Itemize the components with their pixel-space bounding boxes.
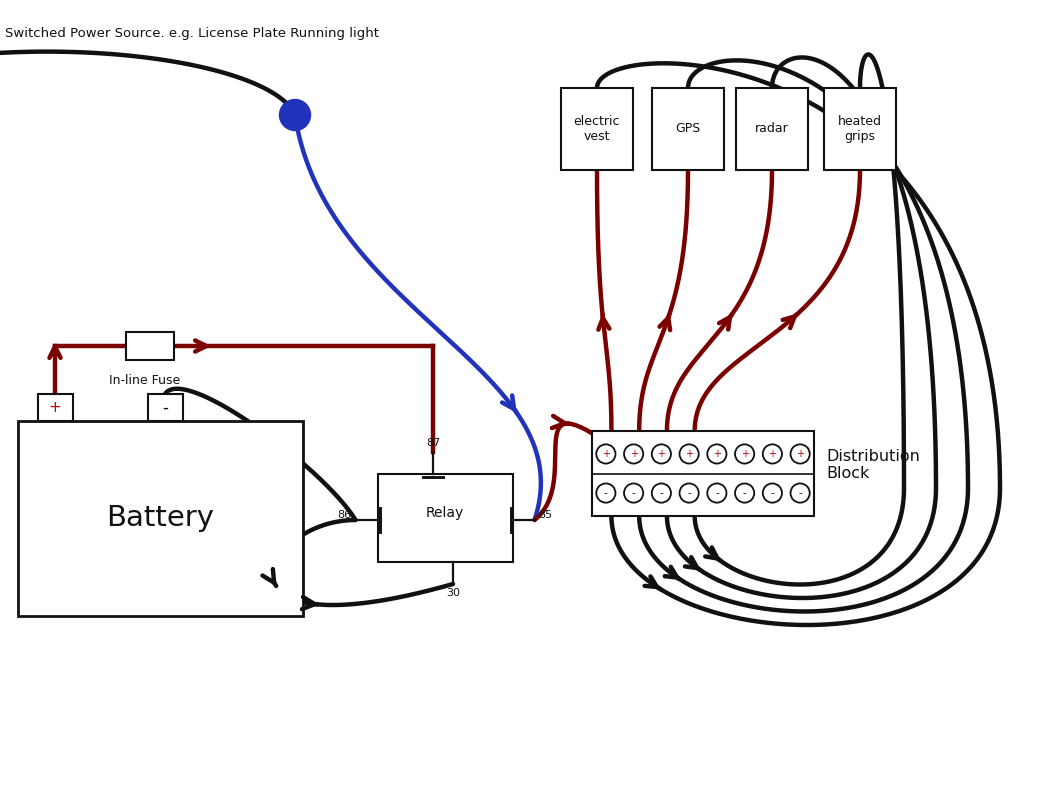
Text: +: + (713, 449, 721, 459)
Text: 85: 85 (539, 510, 552, 520)
Text: In-line Fuse: In-line Fuse (109, 374, 181, 387)
Bar (147, 394, 183, 421)
Text: radar: radar (755, 123, 789, 135)
Text: +: + (48, 400, 61, 415)
Text: +: + (657, 449, 666, 459)
Text: electric
vest: electric vest (573, 115, 621, 143)
Text: 86: 86 (337, 510, 352, 520)
Text: +: + (685, 449, 693, 459)
Text: -: - (742, 488, 747, 498)
Text: GPS: GPS (675, 123, 700, 135)
Text: -: - (604, 488, 608, 498)
Text: -: - (798, 488, 802, 498)
Bar (592, 431, 814, 516)
Text: -: - (162, 398, 168, 417)
Text: -: - (632, 488, 635, 498)
Text: heated
grips: heated grips (838, 115, 882, 143)
Text: 30: 30 (446, 588, 460, 598)
Bar (824, 88, 896, 170)
Text: Switched Power Source. e.g. License Plate Running light: Switched Power Source. e.g. License Plat… (5, 27, 379, 40)
Bar (38, 394, 72, 421)
Text: Relay: Relay (426, 506, 464, 520)
Bar (126, 332, 174, 360)
Bar (378, 474, 512, 562)
Text: Battery: Battery (106, 505, 214, 533)
Bar (652, 88, 724, 170)
Text: Distribution
Block: Distribution Block (826, 449, 920, 481)
Bar (736, 88, 808, 170)
Bar (561, 88, 633, 170)
Text: +: + (796, 449, 804, 459)
Text: -: - (688, 488, 691, 498)
Text: -: - (715, 488, 719, 498)
Bar (18, 421, 303, 616)
Text: 87: 87 (426, 438, 440, 448)
Text: +: + (740, 449, 749, 459)
Text: -: - (659, 488, 664, 498)
Circle shape (279, 99, 311, 131)
Text: +: + (602, 449, 610, 459)
Text: -: - (771, 488, 774, 498)
Text: +: + (769, 449, 776, 459)
Text: +: + (630, 449, 637, 459)
